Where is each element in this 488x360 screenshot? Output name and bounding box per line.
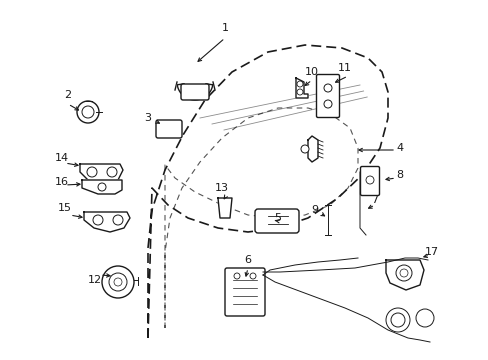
FancyBboxPatch shape xyxy=(360,166,379,195)
Text: 1: 1 xyxy=(221,23,228,33)
Polygon shape xyxy=(295,78,307,98)
Text: 12: 12 xyxy=(88,275,102,285)
Text: 2: 2 xyxy=(64,90,71,100)
Circle shape xyxy=(77,101,99,123)
Polygon shape xyxy=(385,260,423,290)
Text: 5: 5 xyxy=(274,213,281,223)
Circle shape xyxy=(390,313,404,327)
Text: 9: 9 xyxy=(311,205,318,215)
Circle shape xyxy=(296,81,303,87)
Circle shape xyxy=(365,176,373,184)
Text: 6: 6 xyxy=(244,255,251,265)
Polygon shape xyxy=(218,198,231,218)
Polygon shape xyxy=(307,136,317,162)
Polygon shape xyxy=(177,84,212,100)
FancyBboxPatch shape xyxy=(181,84,208,100)
Text: 17: 17 xyxy=(424,247,438,257)
Circle shape xyxy=(301,145,308,153)
Polygon shape xyxy=(84,212,130,232)
Text: 14: 14 xyxy=(55,153,69,163)
Text: 8: 8 xyxy=(396,170,403,180)
Text: 7: 7 xyxy=(371,195,378,205)
Circle shape xyxy=(98,183,106,191)
Text: 3: 3 xyxy=(144,113,151,123)
Circle shape xyxy=(324,100,331,108)
Circle shape xyxy=(102,266,134,298)
Text: 11: 11 xyxy=(337,63,351,73)
Text: 15: 15 xyxy=(58,203,72,213)
Circle shape xyxy=(234,273,240,279)
Circle shape xyxy=(107,167,117,177)
Circle shape xyxy=(385,308,409,332)
Text: 10: 10 xyxy=(305,67,318,77)
FancyBboxPatch shape xyxy=(316,75,339,117)
FancyBboxPatch shape xyxy=(254,209,298,233)
FancyBboxPatch shape xyxy=(224,268,264,316)
Text: 4: 4 xyxy=(396,143,403,153)
Circle shape xyxy=(114,278,122,286)
Circle shape xyxy=(395,265,411,281)
Circle shape xyxy=(82,106,94,118)
Circle shape xyxy=(415,309,433,327)
Polygon shape xyxy=(82,180,122,194)
Circle shape xyxy=(109,273,127,291)
Polygon shape xyxy=(80,164,123,184)
Text: 16: 16 xyxy=(55,177,69,187)
Circle shape xyxy=(296,89,303,95)
Circle shape xyxy=(87,167,97,177)
Circle shape xyxy=(113,215,123,225)
FancyBboxPatch shape xyxy=(156,120,182,138)
Text: 13: 13 xyxy=(215,183,228,193)
Circle shape xyxy=(249,273,256,279)
Circle shape xyxy=(399,269,407,277)
Circle shape xyxy=(93,215,103,225)
Circle shape xyxy=(324,84,331,92)
